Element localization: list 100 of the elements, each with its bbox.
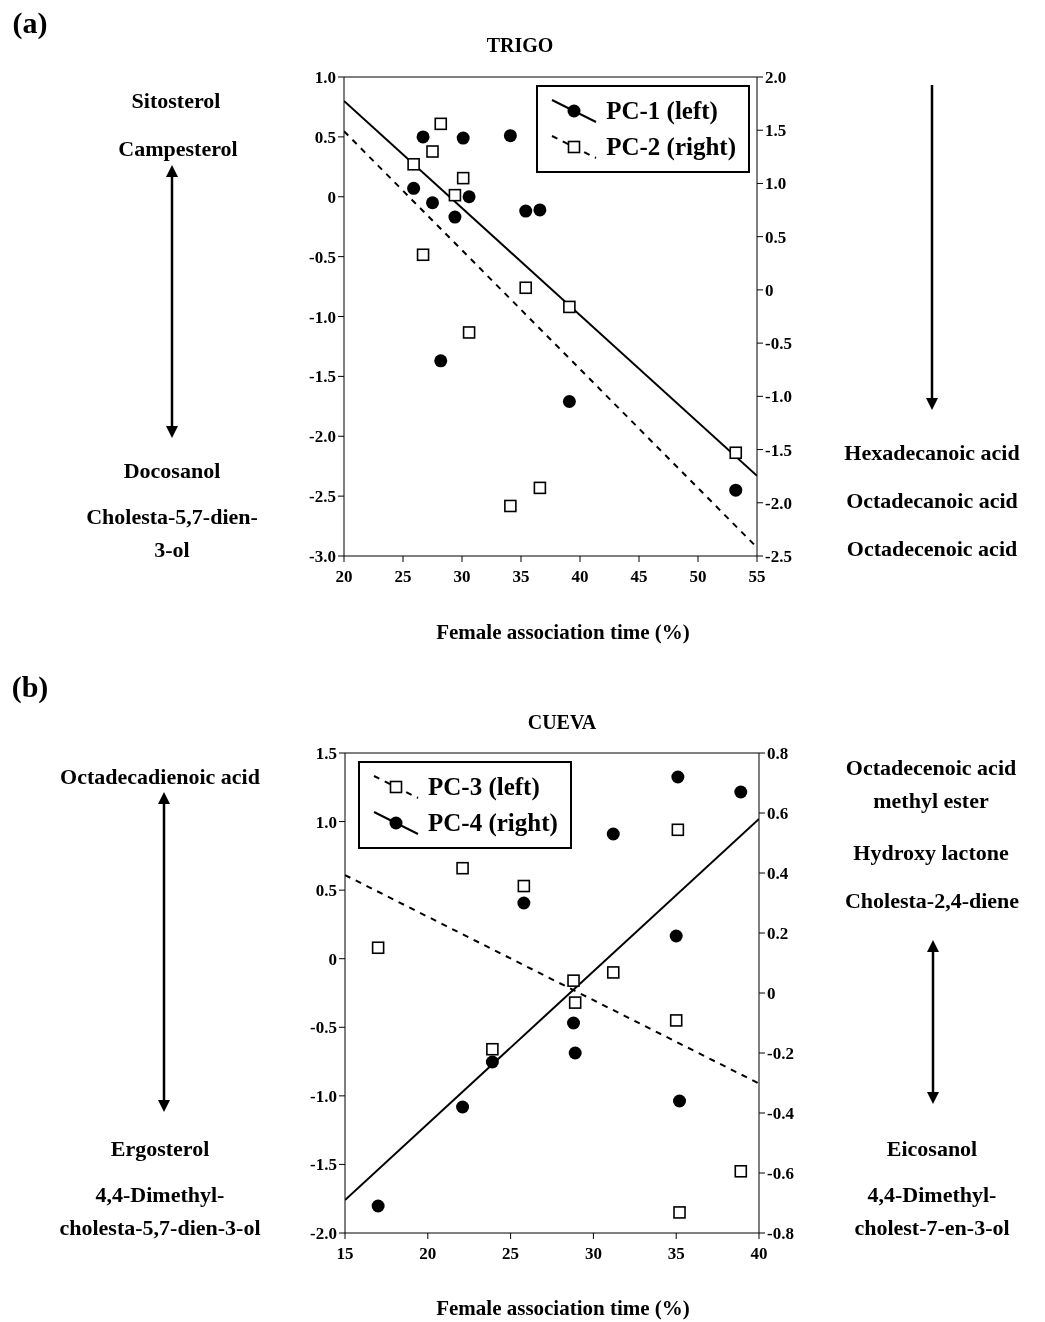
y2-tick-label: -2.0 bbox=[765, 493, 792, 513]
point bbox=[673, 1094, 687, 1108]
point bbox=[567, 974, 580, 987]
point bbox=[503, 129, 517, 143]
x-tick-label: 25 bbox=[394, 567, 412, 587]
text: Octadecenoic acid bbox=[846, 534, 1018, 563]
y2-tick-label: -0.2 bbox=[767, 1044, 794, 1064]
y2-tick-label: 0 bbox=[767, 984, 776, 1004]
y-tick-label: 0 bbox=[328, 949, 337, 969]
point bbox=[426, 145, 439, 158]
x-tick-label: 25 bbox=[502, 1244, 520, 1264]
point bbox=[456, 861, 469, 875]
point bbox=[568, 996, 582, 1009]
point bbox=[448, 188, 462, 202]
text: Docosanol bbox=[123, 456, 221, 485]
point bbox=[606, 827, 620, 841]
chart-title: CUEVA bbox=[527, 709, 597, 735]
point bbox=[407, 157, 420, 171]
text: Ergosterol bbox=[110, 1134, 210, 1163]
point bbox=[426, 196, 439, 210]
y2-tick-label: 0.2 bbox=[767, 924, 789, 944]
point bbox=[462, 326, 476, 339]
y2-tick-label: -2.5 bbox=[765, 547, 792, 567]
legend-label: PC-4 (right) bbox=[428, 809, 558, 837]
y2-tick-label: 0.6 bbox=[767, 804, 789, 824]
y2-tick-label: 0.8 bbox=[767, 744, 789, 764]
point bbox=[563, 300, 576, 314]
x-axis-title: Female association time (%) bbox=[436, 618, 690, 646]
y2-tick-label: 2.0 bbox=[765, 68, 787, 88]
text: Hydroxy lactone bbox=[853, 838, 1009, 867]
y-tick-label: -2.5 bbox=[309, 487, 336, 507]
point bbox=[671, 770, 685, 784]
y-tick-label: -2.0 bbox=[310, 1224, 337, 1244]
text: (a) bbox=[12, 5, 48, 39]
x-tick-label: 30 bbox=[453, 567, 471, 587]
y2-tick-label: -0.8 bbox=[767, 1224, 794, 1244]
y2-tick-label: 1.5 bbox=[765, 121, 787, 141]
y2-tick-label: -0.4 bbox=[767, 1104, 795, 1124]
text: Octadecenoic acid methyl ester bbox=[845, 754, 1017, 815]
x-axis-title: Female association time (%) bbox=[436, 1294, 690, 1322]
y-tick-label: -1.0 bbox=[310, 1086, 337, 1106]
legend-label: PC-1 (left) bbox=[606, 97, 718, 125]
y2-tick-label: -0.5 bbox=[765, 334, 792, 354]
x-tick-label: 30 bbox=[584, 1244, 602, 1264]
y-tick-label: -3.0 bbox=[309, 547, 336, 567]
y-tick-label: 0.5 bbox=[314, 127, 336, 147]
point bbox=[485, 1055, 499, 1069]
x-tick-label: 55 bbox=[748, 567, 766, 587]
y-tick-label: 1.0 bbox=[315, 812, 337, 832]
y-tick-label: -1.0 bbox=[309, 307, 336, 327]
text: (b) bbox=[11, 669, 49, 703]
y-tick-label: 0 bbox=[327, 187, 336, 207]
x-tick-label: 35 bbox=[512, 567, 530, 587]
point bbox=[533, 203, 547, 217]
point bbox=[486, 1042, 499, 1056]
text: Campesterol bbox=[118, 134, 238, 163]
x-tick-label: 50 bbox=[689, 567, 707, 587]
point bbox=[729, 483, 743, 497]
point bbox=[517, 896, 531, 910]
legend-label: PC-2 (right) bbox=[606, 133, 736, 161]
x-tick-label: 40 bbox=[750, 1244, 768, 1264]
text: Eicosanol bbox=[886, 1134, 978, 1163]
y-tick-label: -1.5 bbox=[310, 1155, 337, 1175]
point bbox=[606, 966, 620, 979]
y-tick-label: -1.5 bbox=[309, 367, 336, 387]
text: Cholesta-2,4-diene bbox=[844, 886, 1020, 915]
point bbox=[673, 1206, 686, 1219]
point bbox=[519, 281, 533, 295]
y-tick-label: 1.0 bbox=[314, 68, 336, 88]
y2-tick-label: -1.0 bbox=[765, 387, 792, 407]
point bbox=[671, 823, 685, 837]
point bbox=[562, 395, 576, 409]
y2-tick-label: 0.5 bbox=[765, 227, 787, 247]
point bbox=[729, 446, 743, 460]
x-tick-label: 15 bbox=[336, 1244, 354, 1264]
y-tick-label: 1.5 bbox=[315, 744, 337, 764]
point bbox=[371, 941, 385, 955]
point bbox=[456, 1100, 470, 1114]
point bbox=[462, 190, 476, 204]
x-tick-label: 20 bbox=[419, 1244, 437, 1264]
point bbox=[416, 248, 430, 262]
point bbox=[669, 1014, 683, 1027]
y2-tick-label: 1.0 bbox=[765, 174, 787, 194]
x-tick-label: 45 bbox=[630, 567, 648, 587]
point bbox=[456, 131, 470, 145]
x-tick-label: 35 bbox=[667, 1244, 685, 1264]
point bbox=[407, 181, 421, 195]
y2-tick-label: -0.6 bbox=[767, 1164, 794, 1184]
text: Hexadecanoic acid bbox=[844, 438, 1020, 467]
y-tick-label: -2.0 bbox=[309, 427, 336, 447]
point bbox=[567, 1016, 581, 1030]
text: Octadecadienoic acid bbox=[60, 762, 260, 791]
point bbox=[434, 117, 448, 131]
chart-title: TRIGO bbox=[486, 32, 554, 58]
point bbox=[734, 785, 748, 799]
text: Sitosterol bbox=[131, 86, 221, 115]
point bbox=[519, 204, 533, 218]
y-tick-label: -0.5 bbox=[309, 247, 336, 267]
point bbox=[504, 499, 517, 513]
y-tick-label: 0.5 bbox=[315, 881, 337, 901]
